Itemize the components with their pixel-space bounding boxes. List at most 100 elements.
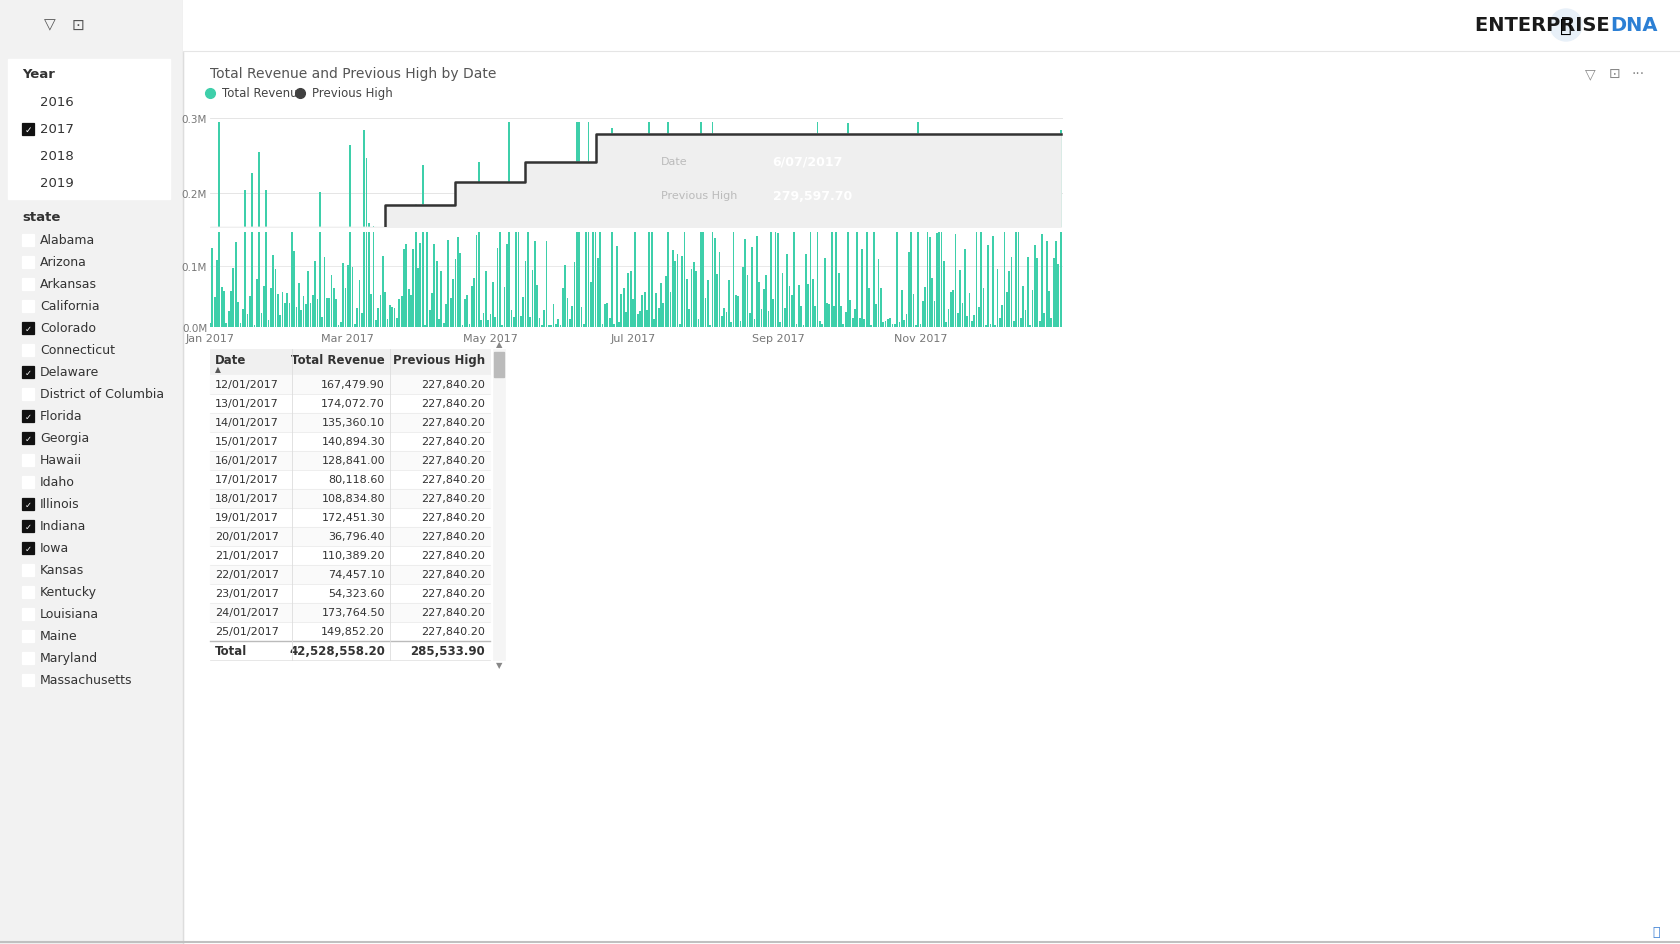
Bar — [307, 272, 309, 328]
Bar — [620, 295, 622, 328]
Text: Total: Total — [215, 645, 247, 657]
Text: 19/01/2017: 19/01/2017 — [215, 513, 279, 523]
Bar — [1011, 258, 1013, 328]
Bar — [578, 233, 580, 328]
Bar — [309, 304, 311, 328]
Bar — [769, 225, 771, 228]
Text: 227,840.20: 227,840.20 — [422, 513, 486, 523]
Bar — [625, 313, 627, 328]
Bar — [889, 318, 890, 328]
Bar — [452, 280, 454, 328]
Text: 2017: 2017 — [40, 124, 74, 136]
Bar — [684, 233, 685, 328]
Text: ✓: ✓ — [25, 522, 32, 531]
Bar — [702, 146, 704, 228]
Bar — [976, 170, 978, 228]
Bar — [936, 234, 937, 328]
Text: DNA: DNA — [1611, 16, 1658, 36]
Text: ···: ··· — [1631, 67, 1645, 81]
Bar — [403, 250, 405, 328]
Bar — [766, 276, 768, 328]
Text: ✓: ✓ — [25, 434, 32, 443]
Bar — [917, 233, 919, 328]
Text: Connecticut: Connecticut — [40, 345, 114, 357]
Bar — [613, 324, 615, 328]
Bar — [973, 315, 974, 328]
Bar — [900, 291, 902, 328]
Bar — [519, 316, 522, 328]
Bar — [22, 177, 34, 190]
Bar — [210, 622, 491, 641]
Bar — [1053, 259, 1055, 328]
Bar — [702, 233, 704, 328]
Bar — [1048, 292, 1050, 328]
Bar — [486, 272, 487, 328]
Bar — [659, 309, 660, 328]
Bar — [22, 389, 34, 400]
Bar — [22, 301, 34, 312]
Bar — [732, 233, 734, 328]
Bar — [291, 233, 292, 328]
Bar — [363, 130, 365, 228]
Bar — [564, 265, 566, 328]
Bar — [553, 304, 554, 328]
Bar — [522, 297, 524, 328]
Bar — [210, 528, 491, 547]
Bar — [450, 298, 452, 328]
Bar — [499, 220, 501, 228]
Text: 167,479.90: 167,479.90 — [321, 380, 385, 390]
Bar — [756, 236, 758, 328]
Bar — [474, 278, 475, 328]
Bar — [494, 353, 504, 378]
Bar — [351, 268, 353, 328]
Bar — [761, 310, 763, 328]
Text: 21/01/2017: 21/01/2017 — [215, 551, 279, 561]
Bar — [22, 432, 34, 445]
Bar — [22, 257, 34, 269]
Bar — [265, 233, 267, 328]
Bar — [667, 233, 669, 328]
Bar — [445, 305, 447, 328]
Bar — [277, 295, 279, 328]
Bar — [302, 296, 304, 328]
Text: Total Revenue and Previous High by Date: Total Revenue and Previous High by Date — [210, 67, 496, 81]
Bar — [402, 296, 403, 328]
Text: 227,840.20: 227,840.20 — [422, 437, 486, 447]
Bar — [230, 292, 232, 328]
Text: Arkansas: Arkansas — [40, 278, 97, 291]
Bar — [210, 603, 491, 622]
Bar — [529, 318, 531, 328]
Bar — [585, 233, 586, 328]
Text: Date: Date — [660, 157, 687, 167]
Bar — [543, 311, 544, 328]
Bar — [865, 137, 867, 228]
Text: ▲: ▲ — [496, 340, 502, 349]
Bar — [924, 287, 926, 328]
Bar — [22, 543, 34, 554]
Bar — [349, 145, 351, 228]
Bar — [754, 319, 756, 328]
Text: 108,834.80: 108,834.80 — [321, 494, 385, 504]
Bar — [793, 200, 795, 228]
Bar — [877, 260, 879, 328]
Bar — [803, 325, 805, 328]
Bar — [465, 295, 469, 328]
Bar — [534, 242, 536, 328]
Bar — [810, 201, 811, 228]
Bar — [225, 324, 227, 328]
Bar — [208, 324, 212, 328]
Bar — [267, 320, 269, 328]
Bar — [506, 244, 507, 328]
Bar — [949, 293, 951, 328]
Bar — [593, 233, 595, 328]
Text: 24/01/2017: 24/01/2017 — [215, 608, 279, 617]
Bar — [528, 225, 529, 228]
Bar — [709, 325, 711, 328]
Bar — [1003, 233, 1005, 328]
Bar — [800, 307, 801, 328]
Bar — [662, 304, 664, 328]
Bar — [255, 280, 257, 328]
Bar — [420, 244, 422, 328]
Bar — [218, 233, 220, 328]
Bar — [906, 315, 907, 328]
